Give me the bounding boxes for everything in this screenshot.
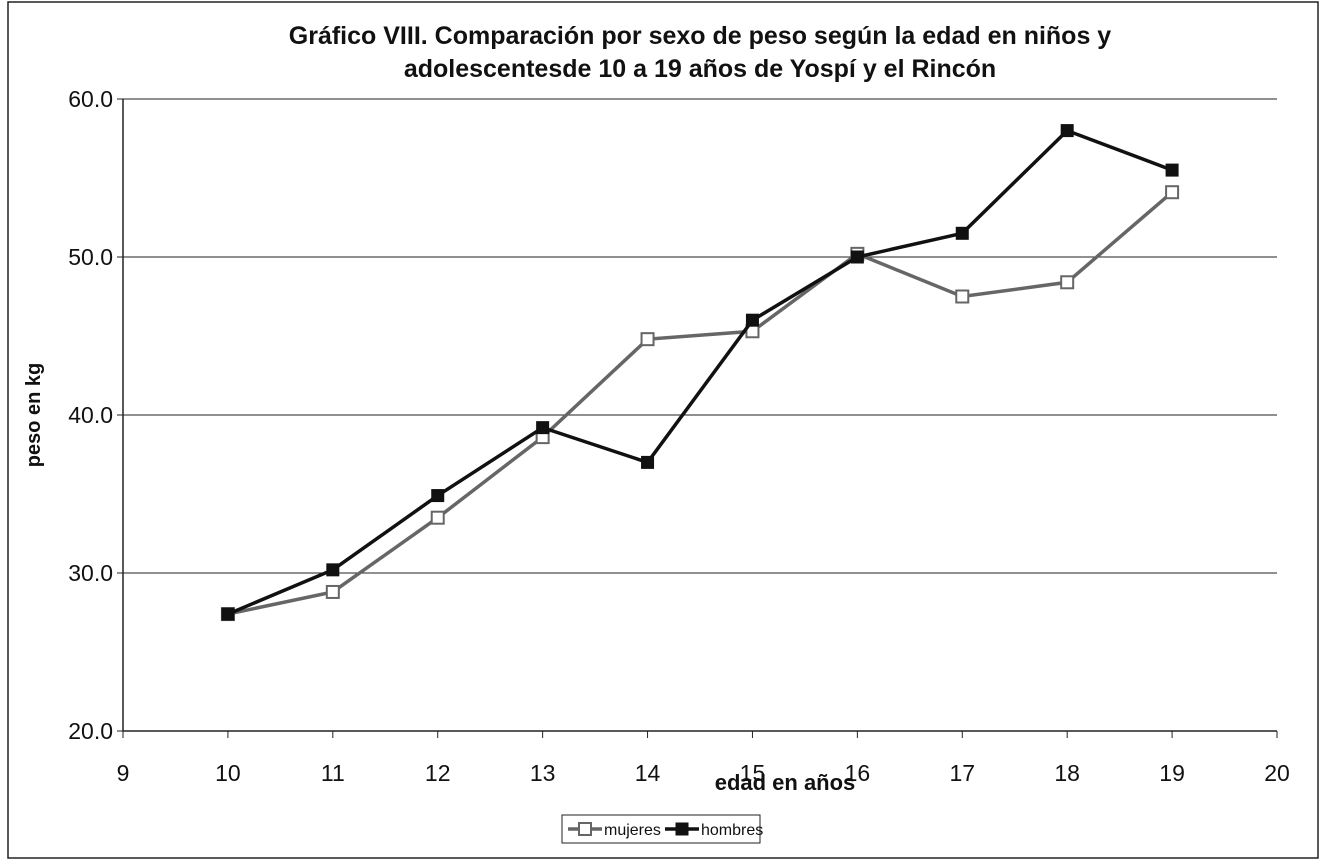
- legend-marker: [578, 822, 592, 836]
- x-tick-label: 15: [740, 760, 766, 786]
- marker: [1060, 124, 1074, 138]
- marker: [641, 455, 655, 469]
- marker: [431, 489, 445, 503]
- marker: [325, 584, 340, 599]
- chart-title: Gráfico VIII. Comparación por sexo de pe…: [289, 22, 1112, 83]
- x-tick-label: 11: [321, 760, 345, 786]
- x-tick-label: 18: [1054, 760, 1080, 786]
- marker: [955, 289, 970, 304]
- x-tick-label: 17: [949, 760, 975, 786]
- legend-label: hombres: [701, 822, 763, 839]
- marker: [1165, 185, 1180, 200]
- marker: [640, 332, 655, 347]
- marker: [221, 607, 235, 621]
- marker: [326, 563, 340, 577]
- marker: [1165, 163, 1179, 177]
- y-tick-label: 30.0: [68, 560, 113, 586]
- marker: [430, 510, 445, 525]
- y-tick-label: 50.0: [68, 244, 113, 270]
- marker: [955, 226, 969, 240]
- x-axis-label: edad en años: [715, 770, 856, 795]
- series-line: [227, 128, 1173, 616]
- legend-label: mujeres: [604, 822, 661, 839]
- y-tick-label: 40.0: [68, 402, 113, 428]
- x-tick-label: 12: [425, 760, 451, 786]
- marker: [536, 421, 550, 435]
- x-tick-label: 16: [845, 760, 871, 786]
- y-tick-label: 60.0: [68, 86, 113, 112]
- legend-marker: [675, 822, 689, 836]
- marker: [745, 313, 759, 327]
- marker: [850, 250, 864, 264]
- x-tick-label: 10: [215, 760, 241, 786]
- x-tick-label: 13: [530, 760, 556, 786]
- y-axis-label: peso en kg: [23, 363, 45, 467]
- x-tick-label: 14: [635, 760, 661, 786]
- x-tick-label: 19: [1159, 760, 1185, 786]
- chart-frame: [7, 1, 1319, 859]
- x-tick-label: 9: [117, 760, 130, 786]
- x-tick-label: 20: [1264, 760, 1290, 786]
- marker: [1060, 275, 1075, 290]
- series-line: [227, 190, 1174, 616]
- y-tick-label: 20.0: [68, 718, 113, 744]
